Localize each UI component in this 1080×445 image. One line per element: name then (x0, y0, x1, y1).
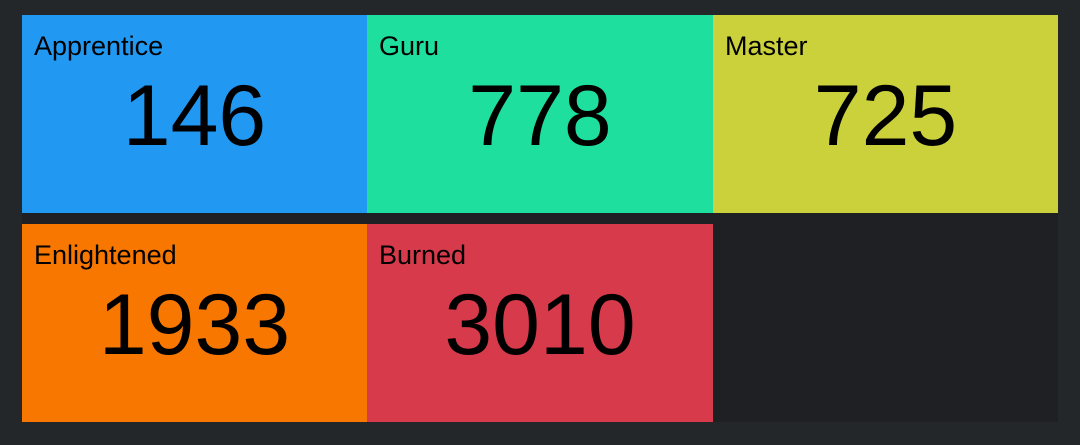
tile-value: 725 (813, 68, 958, 164)
tile-label: Apprentice (34, 31, 164, 61)
tile-enlightened[interactable]: Enlightened 1933 (22, 224, 367, 422)
tile-label: Enlightened (34, 240, 177, 270)
tile-label: Guru (379, 31, 440, 61)
tile-value: 3010 (444, 277, 636, 373)
tile-burned[interactable]: Burned 3010 (367, 224, 713, 422)
tile-value: 778 (468, 68, 612, 164)
tile-label: Master (725, 31, 808, 61)
tile-guru[interactable]: Guru 778 (367, 15, 713, 213)
tile-master[interactable]: Master 725 (713, 15, 1058, 213)
tile-value: 146 (122, 68, 267, 164)
tile-value: 1933 (98, 277, 291, 373)
tile-label: Burned (379, 240, 467, 270)
tile-apprentice[interactable]: Apprentice 146 (22, 15, 367, 213)
srs-stats-panel: Apprentice 146 Guru 778 Master 725 Enlig… (22, 15, 1058, 422)
